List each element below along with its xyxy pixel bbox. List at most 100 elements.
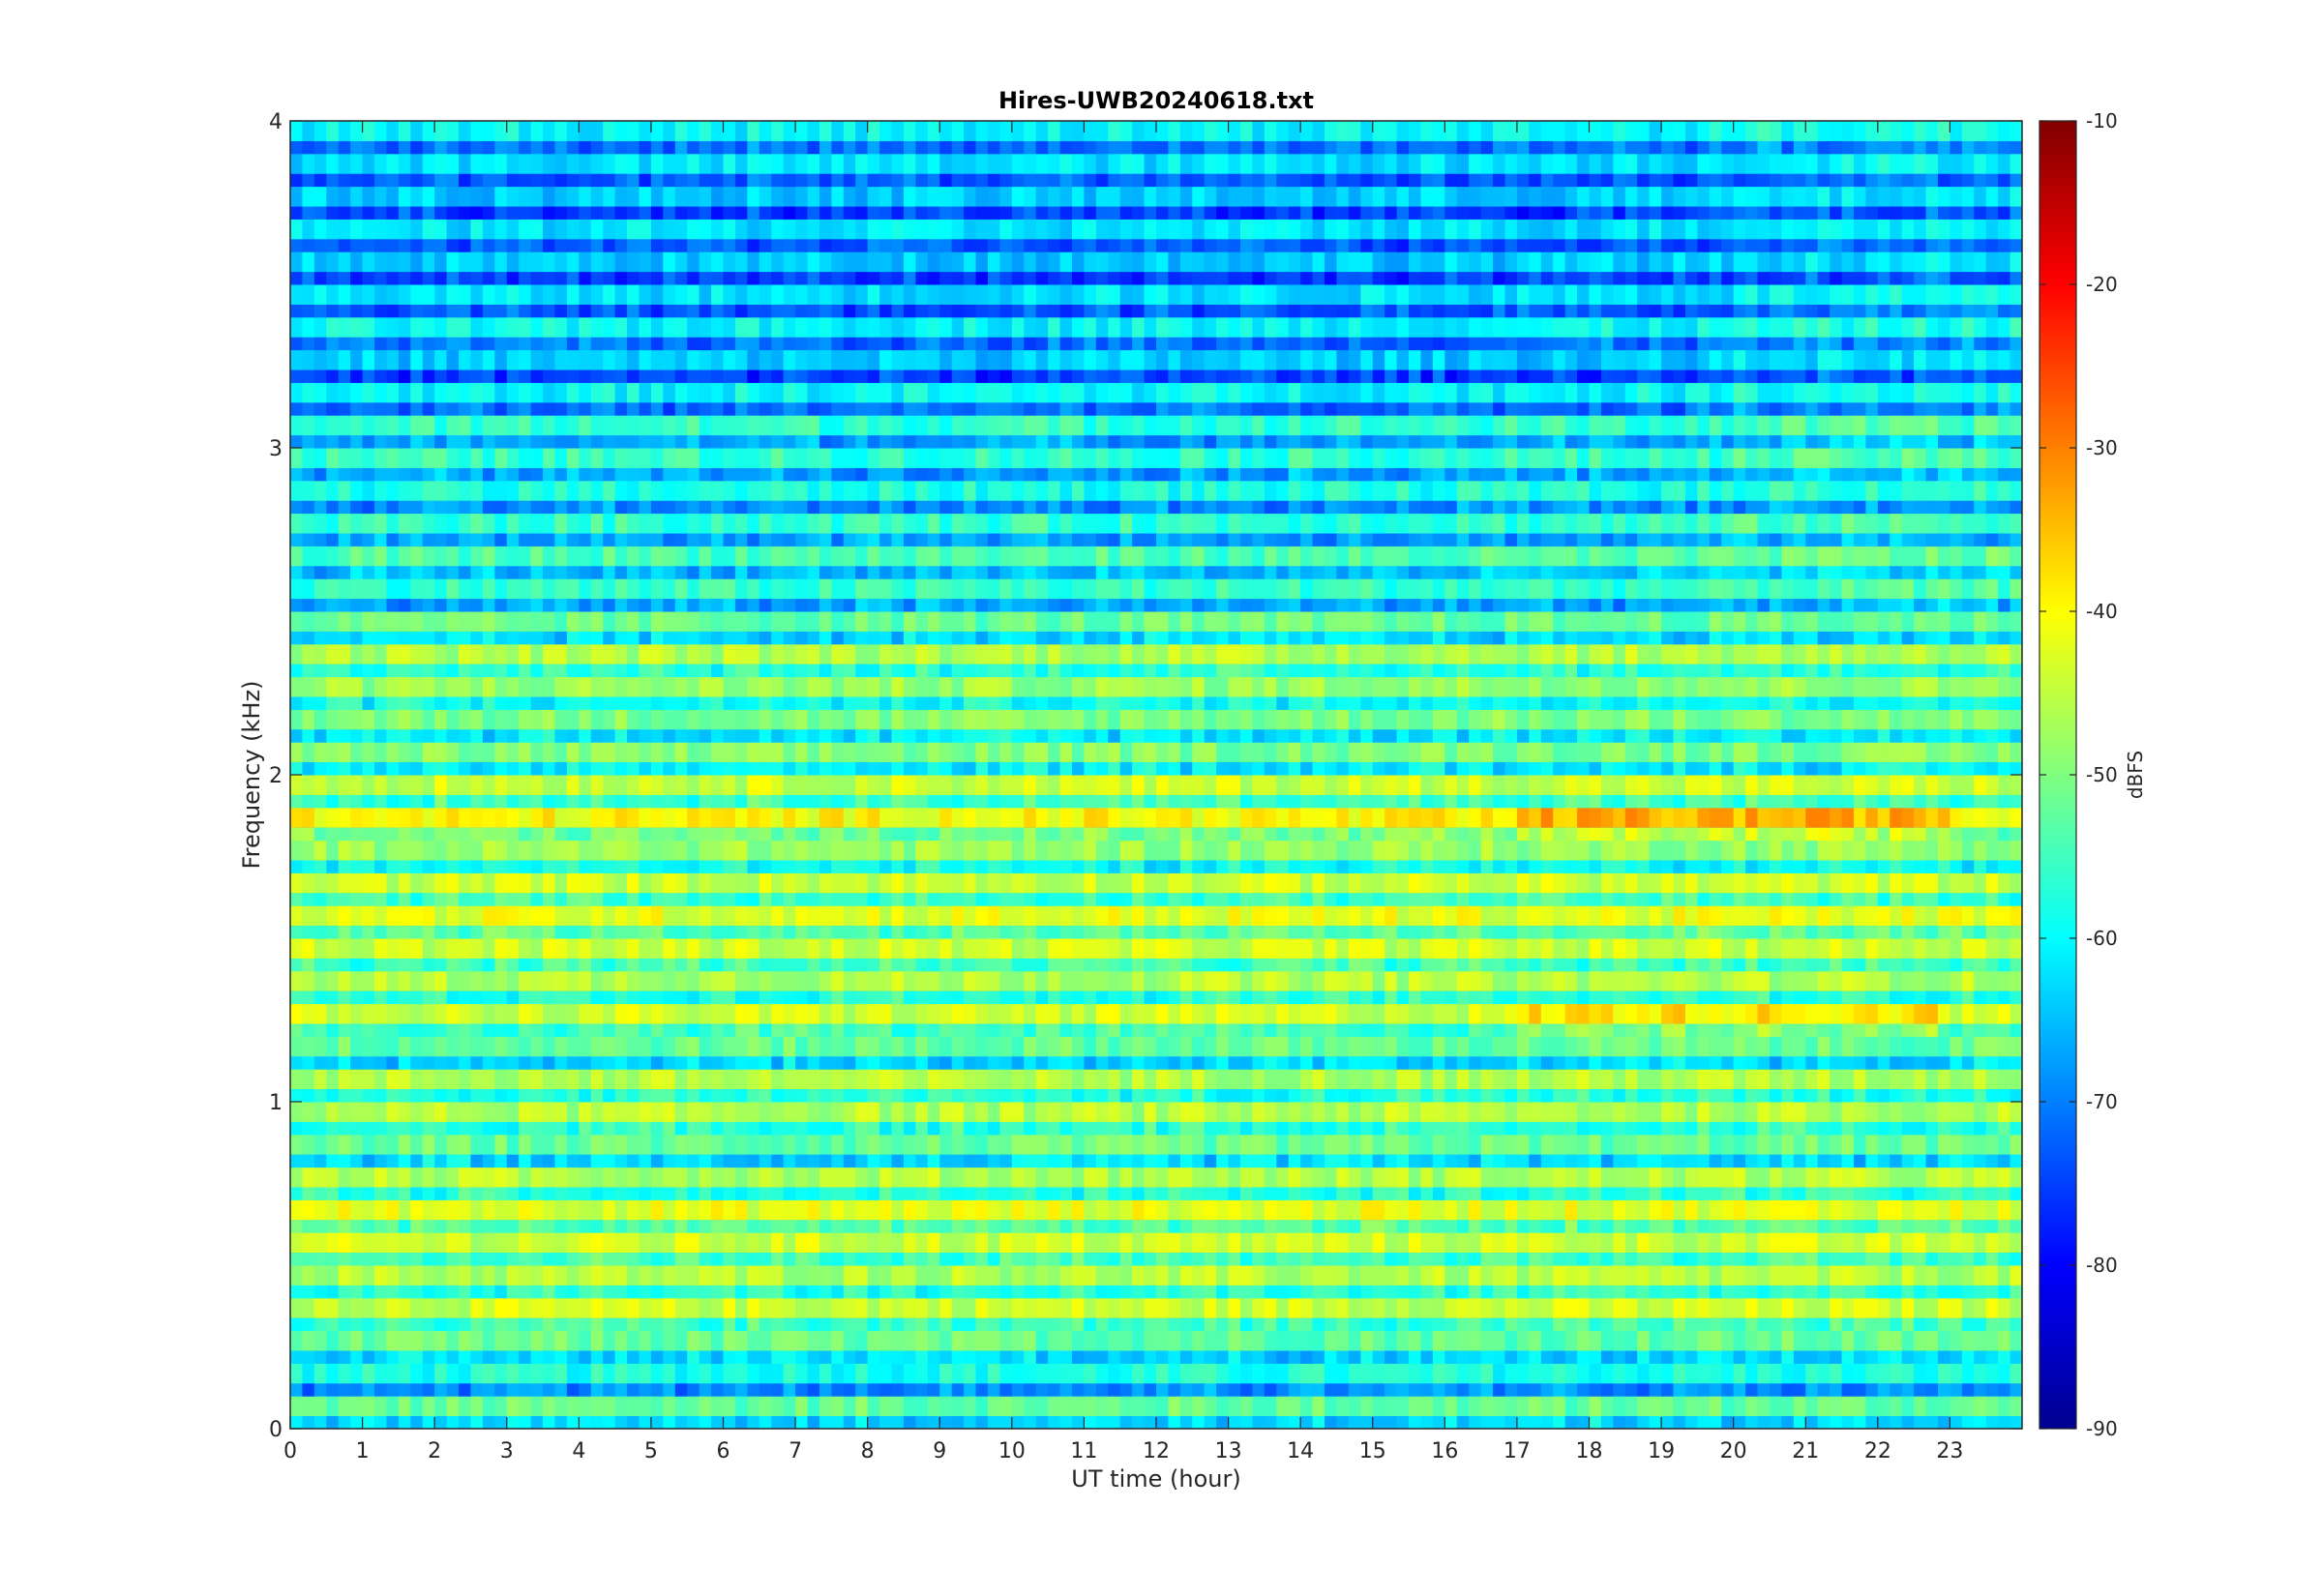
spectrogram-cell [1480,872,1494,894]
spectrogram-cell [579,893,592,906]
spectrogram-cell [530,1003,544,1024]
spectrogram-cell [1877,1187,1890,1200]
spectrogram-cell [554,1121,568,1136]
spectrogram-cell [1384,1317,1398,1332]
spectrogram-cell [1179,1023,1193,1037]
spectrogram-cell [1624,958,1638,972]
spectrogram-cell [987,1232,1000,1254]
spectrogram-cell [663,1056,676,1070]
spectrogram-cell [903,1416,916,1429]
spectrogram-cell [759,1350,772,1364]
spectrogram-cell [1613,1003,1626,1024]
spectrogram-cell [1409,1297,1422,1318]
spectrogram-cell [1865,1102,1879,1122]
spectrogram-cell [987,1317,1000,1332]
spectrogram-cell [1144,1330,1157,1351]
spectrogram-cell [434,893,448,906]
spectrogram-cell [1504,990,1518,1005]
spectrogram-cell [1950,1134,1963,1155]
spectrogram-cell [831,1187,845,1200]
spectrogram-cell [1661,1363,1675,1384]
spectrogram-cell [1035,1363,1049,1384]
spectrogram-cell [459,1102,472,1122]
spectrogram-cell [1901,1297,1915,1318]
spectrogram-cell [459,1187,472,1200]
spectrogram-cell [1432,893,1445,906]
spectrogram-cell [1336,1232,1350,1254]
spectrogram-cell [1974,1167,1987,1188]
spectrogram-cell [1937,1121,1951,1136]
spectrogram-cell [543,905,556,927]
spectrogram-cell [579,990,592,1005]
spectrogram-cell [807,938,820,959]
spectrogram-cell [1024,1167,1037,1188]
spectrogram-cell [434,840,448,861]
spectrogram-cell [410,1102,424,1122]
spectrogram-cell [1865,1232,1879,1254]
spectrogram-cell [711,1253,725,1266]
spectrogram-cell [1204,872,1217,894]
spectrogram-cell [1336,1265,1350,1286]
spectrogram-cell [1048,1350,1061,1364]
spectrogram-cell [530,1121,544,1136]
spectrogram-cell [1998,872,2011,894]
spectrogram-cell [1204,958,1217,972]
spectrogram-cell [843,1285,856,1299]
spectrogram-cell [1745,938,1759,959]
spectrogram-cell [554,970,568,991]
spectrogram-cell [1119,958,1133,972]
spectrogram-cell [627,1396,640,1417]
spectrogram-cell [1817,938,1831,959]
spectrogram-cell [903,1199,916,1221]
spectrogram-cell [891,1396,905,1417]
spectrogram-cell [1396,905,1410,927]
spectrogram-cell [1877,1121,1890,1136]
spectrogram-cell [1288,1232,1301,1254]
spectrogram-cell [964,1154,977,1168]
spectrogram-cell [1144,1102,1157,1122]
spectrogram-cell [1564,1220,1578,1233]
spectrogram-cell [891,1350,905,1364]
spectrogram-cell [290,860,304,873]
spectrogram-cell [566,1023,580,1037]
spectrogram-cell [723,1285,736,1299]
spectrogram-cell [1444,1232,1458,1254]
spectrogram-cell [350,1056,364,1070]
spectrogram-cell [1048,1383,1061,1397]
spectrogram-cell [459,926,472,939]
spectrogram-cell [674,1317,688,1332]
spectrogram-cell [350,1167,364,1188]
spectrogram-cell [579,1317,592,1332]
spectrogram-cell [1925,938,1939,959]
spectrogram-cell [663,1265,676,1286]
spectrogram-cell [1830,1036,1843,1057]
spectrogram-cell [1733,1056,1746,1070]
spectrogram-cell [1781,1297,1795,1318]
spectrogram-cell [579,1297,592,1318]
spectrogram-cell [855,1056,869,1070]
spectrogram-cell [1372,1330,1385,1351]
spectrogram-cell [1998,1220,2011,1233]
spectrogram-cell [1817,1232,1831,1254]
spectrogram-cell [434,1069,448,1090]
spectrogram-cell [1853,1330,1866,1351]
spectrogram-cell [1937,1265,1951,1286]
spectrogram-cell [1216,1253,1230,1266]
spectrogram-cell [1985,1134,1999,1155]
spectrogram-cell [771,1253,785,1266]
spectrogram-cell [302,1003,315,1024]
spectrogram-cell [783,1232,796,1254]
spectrogram-cell [1071,970,1086,991]
spectrogram-cell [939,1023,953,1037]
spectrogram-cell [1325,1121,1338,1136]
spectrogram-cell [290,1350,304,1364]
spectrogram-cell [1637,1023,1651,1037]
spectrogram-cell [1914,1003,1927,1024]
spectrogram-cell [867,1297,880,1318]
spectrogram-cell [326,1167,340,1188]
spectrogram-cell [338,1383,351,1397]
spectrogram-cell [1084,958,1097,972]
spectrogram-cell [1059,1134,1073,1155]
spectrogram-cell [398,1220,411,1233]
spectrogram-cell [362,905,375,927]
